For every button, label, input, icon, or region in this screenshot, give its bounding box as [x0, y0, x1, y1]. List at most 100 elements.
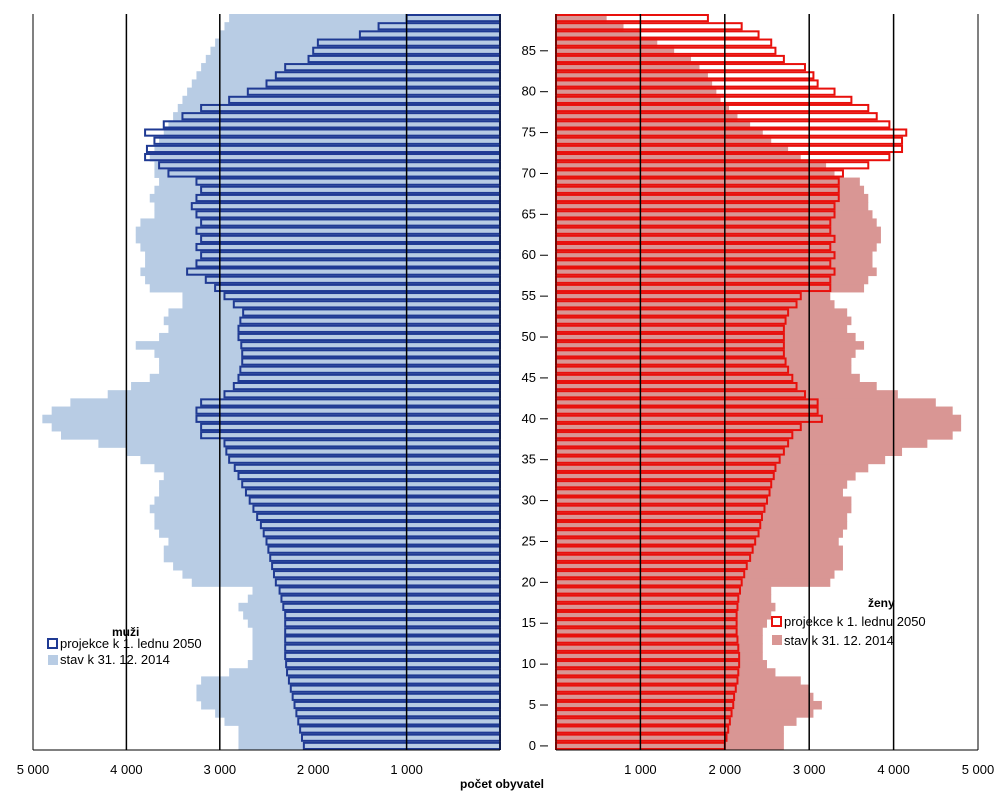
- men-current-bar: [238, 725, 501, 735]
- men-current-bar: [42, 414, 501, 424]
- women-current-bar: [556, 455, 886, 465]
- men-current-bar: [173, 112, 500, 121]
- men-current-bar: [154, 161, 501, 170]
- men-current-bar: [135, 226, 501, 236]
- men-current-bar: [182, 95, 500, 105]
- women-current-bar: [556, 382, 877, 391]
- men-current-bar: [243, 610, 500, 620]
- men-current-bar: [159, 488, 500, 497]
- women-current-bar: [556, 496, 852, 506]
- men-current-bar: [163, 471, 500, 481]
- men-current-bar: [159, 480, 500, 489]
- men-current-bar: [154, 349, 501, 358]
- men-current-bar: [140, 455, 500, 465]
- women-current-bar: [556, 398, 936, 407]
- women-current-bar: [556, 692, 814, 702]
- women-current-bar: [556, 79, 713, 88]
- men-current-bar: [145, 275, 500, 285]
- legend-women-projection-label: projekce k 1. lednu 2050: [784, 614, 926, 629]
- men-current-bar: [140, 218, 500, 228]
- men-current-bar: [196, 71, 500, 80]
- men-current-bar: [168, 537, 500, 546]
- women-current-bar: [556, 202, 869, 211]
- women-current-bar: [556, 594, 772, 604]
- women-current-bar: [556, 700, 822, 710]
- right-panel-women: [555, 14, 962, 751]
- men-current-bar: [205, 54, 501, 64]
- x-axis-ticks: 5 000 4 000 3 000 2 000 1 000 1 000 2 000 3 000…: [17, 762, 995, 777]
- women-current-bar: [556, 529, 843, 538]
- age-tick-label: 65: [522, 206, 536, 221]
- men-current-bar: [177, 103, 500, 113]
- men-current-bar: [252, 643, 500, 653]
- men-current-bar: [163, 553, 500, 563]
- women-current-bar: [556, 144, 789, 154]
- women-current-bar: [556, 717, 797, 726]
- women-current-bar: [556, 414, 962, 424]
- women-current-bar: [556, 357, 852, 367]
- men-current-bar: [149, 283, 500, 293]
- women-current-bar: [556, 161, 827, 170]
- men-current-bar: [154, 521, 501, 530]
- women-current-bar: [556, 422, 962, 432]
- women-current-bar: [556, 463, 869, 473]
- women-current-bar: [556, 537, 839, 546]
- women-current-bar: [556, 341, 865, 350]
- legend-men-projection-label: projekce k 1. lednu 2050: [60, 636, 202, 651]
- men-current-bar: [191, 578, 500, 587]
- men-current-bar: [210, 46, 500, 56]
- men-current-bar: [154, 210, 501, 219]
- age-axis-ticks: 0 5 10 15 20 25 30 35 40 45 50 55 60 65 70 75 80 85: [522, 43, 548, 753]
- men-current-bar: [163, 316, 500, 326]
- women-current-bar: [556, 676, 801, 685]
- x-tick-right: 2 000: [709, 762, 742, 777]
- women-current-bar: [556, 71, 708, 80]
- men-current-bar: [154, 202, 501, 211]
- men-current-bar: [154, 496, 501, 506]
- men-current-bar: [252, 586, 500, 596]
- men-current-bar: [159, 332, 500, 342]
- women-current-bar: [556, 373, 860, 383]
- age-tick-label: 10: [522, 656, 536, 671]
- x-axis-title: počet obyvatel: [460, 777, 544, 791]
- legend-men-projection-swatch: [47, 638, 58, 649]
- men-current-bar: [126, 447, 501, 456]
- men-current-bar: [238, 733, 501, 743]
- women-current-bar: [556, 177, 860, 187]
- women-current-bar: [556, 267, 877, 277]
- men-current-bar: [252, 635, 500, 645]
- men-current-bar: [182, 292, 500, 301]
- men-current-bar: [51, 422, 501, 432]
- men-current-bar: [187, 87, 501, 97]
- men-current-bar: [247, 594, 500, 604]
- age-tick-label: 35: [522, 452, 536, 467]
- women-current-bar: [556, 668, 776, 677]
- x-tick-left: 1 000: [390, 762, 423, 777]
- women-current-bar: [556, 120, 751, 129]
- women-current-bar: [556, 332, 856, 342]
- women-current-bar: [556, 349, 856, 358]
- women-current-bar: [556, 226, 881, 236]
- men-current-bar: [140, 267, 500, 277]
- women-current-bar: [556, 14, 607, 23]
- women-current-bar: [556, 733, 784, 743]
- women-current-bar: [556, 185, 865, 195]
- women-current-bar: [556, 112, 738, 121]
- men-current-bar: [196, 684, 500, 694]
- women-current-bar: [556, 553, 843, 563]
- men-current-bar: [247, 619, 500, 628]
- women-current-bar: [556, 619, 767, 628]
- women-current-bar: [556, 545, 843, 555]
- women-current-bar: [556, 54, 692, 64]
- men-current-bar: [252, 627, 500, 636]
- women-current-bar: [556, 439, 928, 448]
- legend-men-current-swatch: [48, 655, 58, 665]
- men-current-bar: [135, 234, 501, 244]
- men-current-bar: [247, 660, 500, 669]
- age-tick-label: 85: [522, 43, 536, 58]
- men-current-bar: [98, 439, 500, 448]
- men-current-bar: [61, 431, 501, 440]
- women-current-bar: [556, 447, 903, 456]
- men-current-bar: [224, 22, 500, 31]
